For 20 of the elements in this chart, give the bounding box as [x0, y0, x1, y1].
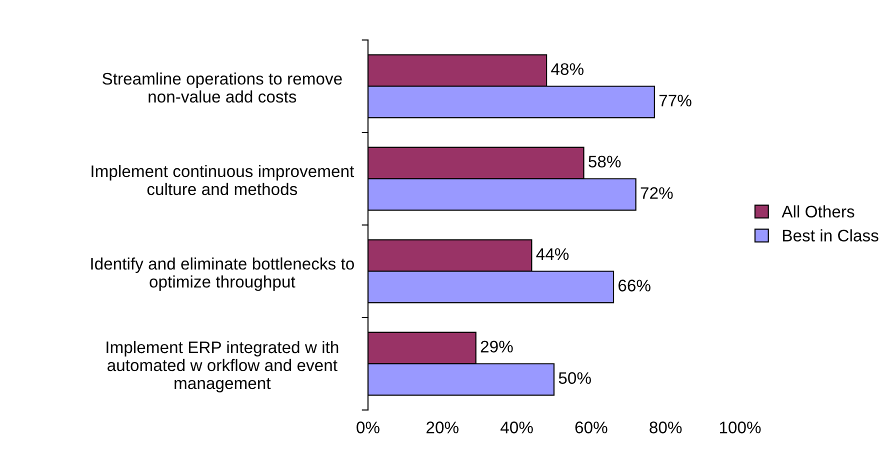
y-tick-label: Implement ERP integrated w ith automated w orkflow and event management [106, 340, 338, 392]
y-tick-label: Identify and eliminate bottlenecks to optimize throughput [91, 257, 354, 291]
data-label: 29% [480, 340, 513, 352]
data-label: 77% [659, 94, 692, 106]
x-tick-label: 20% [426, 422, 458, 434]
y-tick-label: Streamline operations to remove non-value add costs [102, 72, 342, 103]
x-tick-label: 0% [356, 422, 380, 434]
x-tick-label: 80% [650, 422, 682, 434]
data-label: 44% [536, 248, 569, 260]
x-tick-label: 40% [500, 422, 533, 434]
x-tick-label: 60% [575, 422, 608, 434]
y-tick-label: Implement continuous improvement culture and methods [92, 164, 354, 196]
data-label: 66% [618, 280, 650, 292]
legend-label: Best in Class [783, 229, 878, 242]
data-label: 72% [640, 187, 673, 199]
data-label: 50% [558, 372, 591, 384]
data-label: 58% [588, 156, 621, 168]
legend-label: All Others [782, 205, 854, 218]
x-tick-label: 100% [720, 422, 761, 434]
data-label: 48% [551, 63, 584, 75]
